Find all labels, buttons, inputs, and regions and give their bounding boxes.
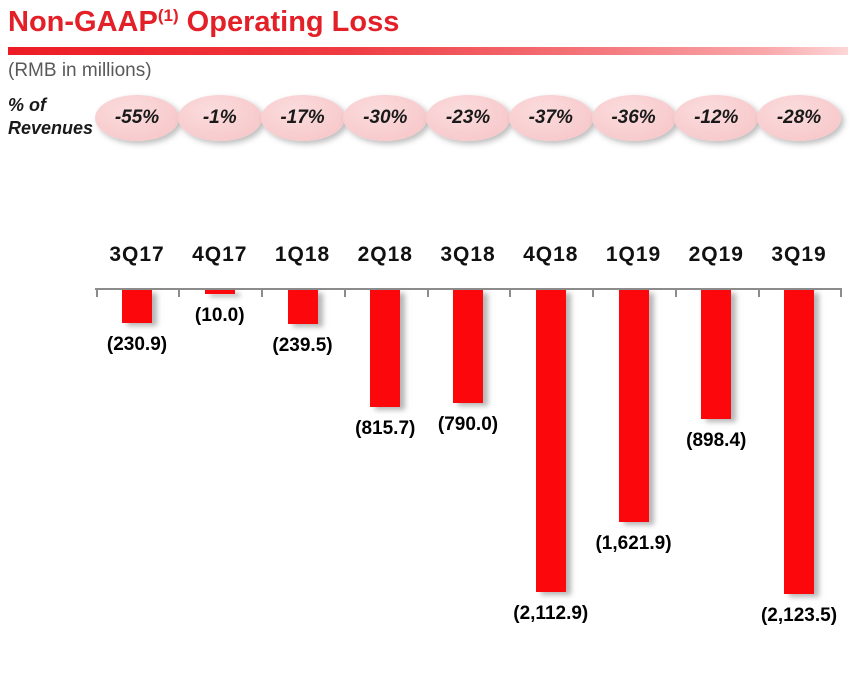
bar-2Q19 <box>701 290 732 419</box>
value-label-3Q18: (790.0) <box>437 414 499 435</box>
bar-3Q18 <box>453 290 483 403</box>
pct-oval-4Q17: -1% <box>177 95 262 141</box>
axis-tick <box>674 288 677 297</box>
pct-oval-4Q18: -37% <box>508 95 593 141</box>
bar-1Q19 <box>618 290 649 522</box>
value-label-1Q18: (239.5) <box>272 335 333 356</box>
title-suffix: Operating Loss <box>178 6 400 38</box>
category-label-4Q17: 4Q17 <box>192 243 248 266</box>
category-label-3Q18: 3Q18 <box>440 243 496 266</box>
x-axis-line <box>95 288 842 290</box>
axis-tick <box>509 288 512 297</box>
bar-3Q17 <box>122 290 152 323</box>
category-label-2Q18: 2Q18 <box>357 243 413 266</box>
axis-tick <box>343 288 346 297</box>
axis-tick <box>261 288 264 297</box>
title-underline-bar <box>8 47 848 55</box>
value-label-1Q19: (1,621.9) <box>595 533 672 554</box>
axis-tick <box>178 288 181 297</box>
value-label-2Q19: (898.4) <box>686 430 747 451</box>
units-note: (RMB in millions) <box>8 60 152 81</box>
pct-oval-3Q19: -28% <box>757 95 841 141</box>
bar-4Q18 <box>535 290 566 592</box>
axis-tick <box>592 288 595 297</box>
bar-3Q19 <box>784 290 814 594</box>
value-label-4Q17: (10.0) <box>194 305 245 326</box>
value-label-3Q19: (2,123.5) <box>760 605 838 626</box>
pct-oval-1Q18: -17% <box>260 95 345 141</box>
axis-tick <box>840 288 843 297</box>
value-label-4Q18: (2,112.9) <box>513 603 589 624</box>
pct-of-revenues-label: % of Revenues <box>8 95 94 138</box>
category-label-1Q18: 1Q18 <box>274 243 331 266</box>
category-label-3Q19: 3Q19 <box>771 243 827 266</box>
category-label-2Q19: 2Q19 <box>688 243 744 266</box>
bar-1Q18 <box>287 290 318 324</box>
pct-oval-3Q17: -55% <box>95 95 179 141</box>
pct-oval-1Q19: -36% <box>591 95 676 141</box>
page-title: Non-GAAP(1) Operating Loss <box>8 6 399 39</box>
value-label-3Q17: (230.9) <box>106 334 168 355</box>
category-label-4Q18: 4Q18 <box>523 243 579 266</box>
category-label-1Q19: 1Q19 <box>605 243 662 266</box>
bar-4Q17 <box>204 290 235 294</box>
axis-tick <box>426 288 429 297</box>
pct-oval-3Q18: -23% <box>426 95 510 141</box>
value-label-2Q18: (815.7) <box>355 418 416 439</box>
bar-2Q18 <box>370 290 401 407</box>
axis-tick <box>95 288 98 297</box>
pct-oval-2Q19: -12% <box>674 95 759 141</box>
pct-oval-2Q18: -30% <box>343 95 428 141</box>
title-prefix: Non-GAAP <box>8 6 158 38</box>
title-footnote-marker: (1) <box>157 6 179 25</box>
category-label-3Q17: 3Q17 <box>109 243 165 266</box>
axis-tick <box>757 288 760 297</box>
